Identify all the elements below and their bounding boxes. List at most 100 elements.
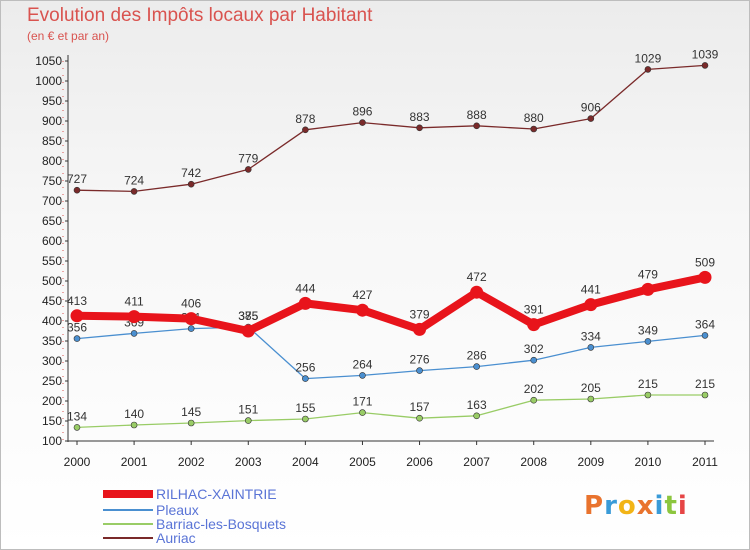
y-tick-label: 1050 bbox=[35, 54, 62, 68]
data-point bbox=[355, 303, 369, 317]
data-label: 349 bbox=[638, 323, 658, 337]
x-tick-label: 2006 bbox=[406, 455, 433, 469]
data-label: 379 bbox=[410, 307, 430, 321]
series-line-rilhac-xaintrie bbox=[73, 273, 709, 335]
y-tick-label: 300 bbox=[42, 354, 62, 368]
data-label: 385 bbox=[238, 309, 258, 323]
data-point bbox=[359, 409, 366, 416]
series-line-auriac bbox=[76, 64, 706, 193]
data-label: 1029 bbox=[635, 51, 662, 65]
data-point bbox=[587, 395, 595, 403]
data-label: 441 bbox=[581, 283, 601, 297]
data-label: 427 bbox=[352, 288, 372, 302]
data-point bbox=[698, 270, 712, 284]
y-tick-label: 700 bbox=[42, 194, 62, 208]
y-tick-label: 950 bbox=[42, 94, 62, 108]
y-tick-label: 100 bbox=[42, 434, 62, 448]
y-tick-label: 650 bbox=[42, 214, 62, 228]
series-line-pleaux bbox=[76, 326, 706, 380]
x-tick-label: 2001 bbox=[121, 455, 148, 469]
data-label: 406 bbox=[181, 297, 201, 311]
data-label: 883 bbox=[410, 110, 430, 124]
legend-item-barriac-les-bosquets: Barriac-les-Bosquets bbox=[103, 516, 286, 532]
data-point bbox=[187, 180, 195, 188]
data-point bbox=[244, 417, 252, 424]
y-tick-label: 750 bbox=[42, 174, 62, 188]
data-label: 888 bbox=[467, 108, 487, 122]
data-point bbox=[184, 312, 198, 326]
data-point bbox=[473, 363, 480, 370]
y-tick-label: 800 bbox=[42, 154, 62, 168]
data-point bbox=[587, 115, 595, 122]
data-label: 509 bbox=[695, 255, 715, 269]
data-point bbox=[73, 335, 81, 342]
legend-item-rilhac-xaintrie: RILHAC-XAINTRIE bbox=[103, 486, 277, 502]
data-point bbox=[302, 415, 309, 423]
logo-letter: i bbox=[654, 491, 665, 521]
data-point bbox=[298, 296, 312, 310]
data-label: 779 bbox=[238, 151, 258, 165]
logo-letter: x bbox=[636, 491, 655, 521]
data-point bbox=[527, 318, 541, 332]
y-tick-label: 850 bbox=[42, 134, 62, 148]
data-label: 411 bbox=[125, 295, 144, 309]
x-tick-label: 2004 bbox=[292, 455, 319, 469]
proxiti-logo: Proxiti bbox=[584, 491, 688, 521]
logo-letter: i bbox=[677, 491, 688, 521]
data-label: 145 bbox=[181, 405, 201, 419]
chart-title: Evolution des Impôts locaux par Habitant bbox=[27, 5, 373, 26]
series-line-barriac-les-bosquets bbox=[76, 394, 706, 429]
data-label: 163 bbox=[467, 398, 487, 412]
logo-letter: r bbox=[604, 491, 618, 521]
x-tick-label: 2007 bbox=[463, 455, 490, 469]
y-tick-label: 500 bbox=[42, 274, 62, 288]
data-point bbox=[127, 310, 141, 324]
logo-letter: o bbox=[617, 491, 637, 521]
data-label: 256 bbox=[295, 361, 315, 375]
data-point bbox=[644, 391, 652, 399]
y-tick-label: 1000 bbox=[35, 74, 62, 88]
data-point bbox=[416, 414, 423, 422]
data-point bbox=[302, 375, 309, 382]
data-point bbox=[244, 166, 252, 173]
data-label: 375 bbox=[238, 309, 258, 323]
data-label: 444 bbox=[295, 281, 315, 295]
data-label: 906 bbox=[581, 101, 601, 115]
x-tick-label: 2002 bbox=[178, 455, 205, 469]
data-point bbox=[241, 324, 255, 338]
data-label: 742 bbox=[181, 166, 201, 180]
data-label: 479 bbox=[638, 267, 658, 281]
data-label: 878 bbox=[295, 112, 315, 126]
legend-label-barriac-les-bosquets: Barriac-les-Bosquets bbox=[156, 516, 286, 532]
data-label: 155 bbox=[295, 401, 315, 415]
x-tick-label: 2003 bbox=[235, 455, 262, 469]
data-point bbox=[187, 419, 195, 427]
data-point bbox=[359, 119, 366, 126]
legend-label-auriac: Auriac bbox=[156, 530, 196, 546]
data-point bbox=[73, 424, 81, 431]
data-point bbox=[530, 356, 538, 364]
data-label: 472 bbox=[467, 270, 487, 284]
data-label: 134 bbox=[67, 409, 87, 423]
y-tick-label: 550 bbox=[42, 254, 62, 268]
logo-letter: P bbox=[584, 491, 605, 521]
data-point bbox=[644, 66, 652, 73]
data-point bbox=[130, 421, 138, 429]
data-label: 151 bbox=[238, 403, 258, 417]
legend-swatch-pleaux bbox=[103, 509, 153, 511]
data-point bbox=[473, 122, 480, 130]
y-tick-label: 350 bbox=[42, 334, 62, 348]
data-label: 202 bbox=[524, 382, 544, 396]
data-point bbox=[413, 322, 427, 336]
data-point bbox=[359, 372, 366, 379]
data-label: 727 bbox=[67, 172, 87, 186]
legend-swatch-auriac bbox=[103, 537, 153, 539]
data-label: 356 bbox=[67, 321, 87, 335]
data-label: 171 bbox=[352, 395, 372, 409]
data-label: 205 bbox=[581, 381, 601, 395]
data-point bbox=[473, 412, 480, 420]
data-point bbox=[701, 391, 709, 399]
data-point bbox=[130, 188, 138, 195]
